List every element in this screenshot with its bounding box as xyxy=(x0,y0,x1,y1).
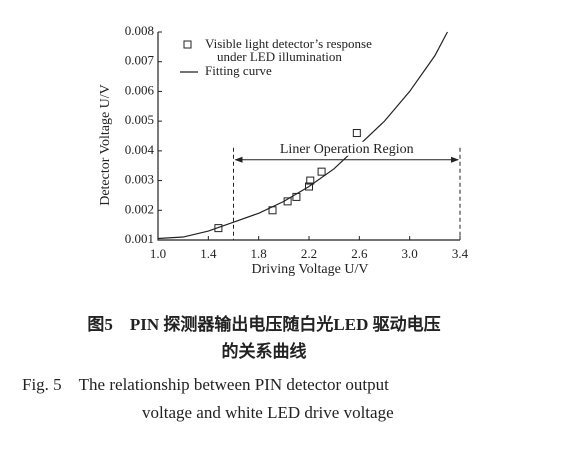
caption-en: voltage and white LED drive voltage xyxy=(142,403,394,422)
x-axis-label: Driving Voltage U/V xyxy=(252,262,369,277)
caption-cn: 的关系曲线 xyxy=(222,341,307,361)
x-tick-label: 1.0 xyxy=(150,246,166,261)
data-point xyxy=(352,129,361,138)
y-tick-label: 0.006 xyxy=(125,82,155,97)
fitting-curve xyxy=(157,31,448,240)
y-tick-label: 0.008 xyxy=(125,23,154,38)
caption-cn: 图5 PIN 探测器输出电压随白光LED 驱动电压 xyxy=(87,314,440,334)
legend-label: Visible light detector’s response under L… xyxy=(205,36,372,64)
legend-marker xyxy=(183,40,192,49)
data-point xyxy=(306,176,315,185)
y-tick-label: 0.007 xyxy=(125,53,155,68)
x-tick-label: 2.2 xyxy=(301,246,317,261)
legend-label: Fitting curve xyxy=(205,63,272,78)
x-tick-label: 1.8 xyxy=(251,246,267,261)
y-tick-label: 0.004 xyxy=(125,142,155,157)
region-label: Liner Operation Region xyxy=(280,142,414,157)
data-point xyxy=(305,182,313,191)
x-tick-label: 2.6 xyxy=(351,246,368,261)
y-tick-label: 0.005 xyxy=(125,112,154,127)
y-axis-label: Detector Voltage U/V xyxy=(98,84,113,206)
y-tick-label: 0.002 xyxy=(125,201,154,216)
x-tick-label: 1.4 xyxy=(200,246,217,261)
data-point xyxy=(214,224,223,233)
x-tick-label: 3.4 xyxy=(452,246,469,261)
y-tick-label: 0.001 xyxy=(125,231,154,246)
x-tick-label: 3.0 xyxy=(402,246,418,261)
data-point xyxy=(317,167,326,176)
y-tick-label: 0.003 xyxy=(125,172,154,187)
label-bg xyxy=(266,141,427,156)
caption-en: Fig. 5 The relationship between PIN dete… xyxy=(22,375,389,394)
